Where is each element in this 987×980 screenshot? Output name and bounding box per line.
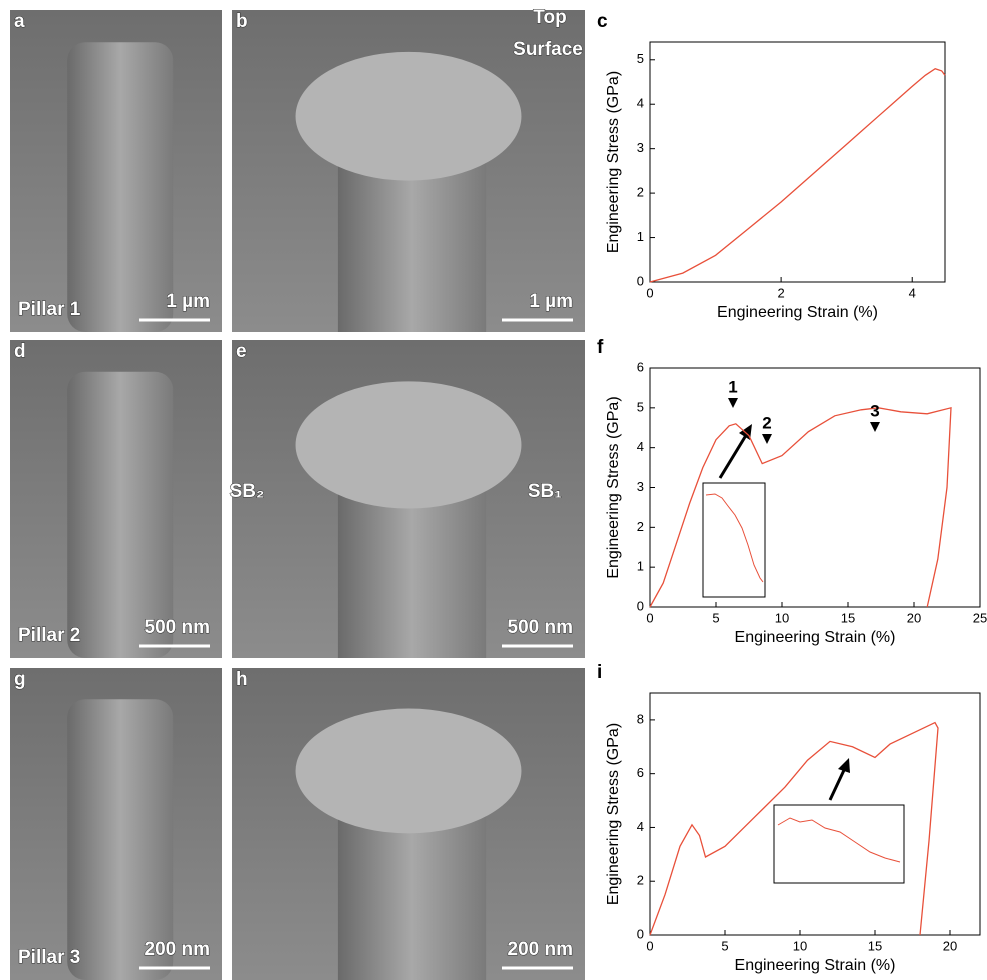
y-tick-label: 5 — [637, 399, 644, 414]
x-tick-label: 2 — [777, 285, 784, 300]
annotation-arrow — [870, 422, 880, 432]
panel-letter: i — [597, 662, 602, 683]
stress-strain-curve — [650, 69, 945, 282]
pillar-top — [296, 709, 522, 834]
x-tick-label: 5 — [712, 610, 719, 625]
inset-box — [774, 805, 904, 883]
y-tick-label: 0 — [637, 598, 644, 613]
x-tick-label: 10 — [793, 938, 807, 953]
y-tick-label: 1 — [637, 559, 644, 574]
scale-label: 500 nm — [508, 617, 573, 638]
arrowhead — [838, 758, 850, 773]
x-tick-label: 0 — [646, 610, 653, 625]
inset-trace — [706, 494, 763, 582]
x-axis-label: Engineering Strain (%) — [735, 957, 896, 974]
pillar-top — [296, 52, 522, 181]
scale-label: 500 nm — [145, 617, 210, 638]
stress-strain-curve — [650, 723, 938, 935]
x-tick-label: 20 — [907, 610, 921, 625]
panel-letter: h — [236, 669, 248, 690]
y-tick-label: 0 — [637, 273, 644, 288]
panel-letter: g — [14, 669, 26, 690]
scale-label: 1 µm — [166, 291, 210, 312]
annotation: 2 — [762, 413, 771, 432]
pillar — [67, 699, 173, 980]
pillar — [67, 42, 173, 332]
pillar-label: Pillar 3 — [18, 947, 80, 968]
y-axis-label: Engineering Stress (GPa) — [605, 71, 622, 253]
y-tick-label: 0 — [637, 926, 644, 941]
arrow — [720, 432, 748, 478]
stress-strain-curve — [650, 408, 951, 607]
scale-label: 1 µm — [529, 291, 573, 312]
y-tick-label: 3 — [637, 479, 644, 494]
plot-frame — [650, 42, 945, 282]
panel-letter: d — [14, 341, 26, 362]
y-tick-label: 1 — [637, 229, 644, 244]
y-tick-label: 3 — [637, 140, 644, 155]
scale-label: 200 nm — [145, 939, 210, 960]
annotation-arrow — [762, 434, 772, 444]
y-axis-label: Engineering Stress (GPa) — [605, 723, 622, 905]
panel-letter: f — [597, 337, 604, 358]
y-tick-label: 8 — [637, 711, 644, 726]
pillar-label: Pillar 2 — [18, 625, 80, 646]
y-tick-label: 6 — [637, 359, 644, 374]
pillar-label: Pillar 1 — [18, 299, 81, 320]
y-tick-label: 2 — [637, 519, 644, 534]
annotation: 3 — [870, 401, 879, 420]
panel-letter: e — [236, 341, 247, 362]
scale-label: 200 nm — [508, 939, 573, 960]
annotation-arrow — [728, 398, 738, 408]
x-tick-label: 15 — [868, 938, 882, 953]
pillar — [67, 372, 173, 658]
page: aPillar 11 µmb1 µmTopSurfacedPillar 2500… — [0, 0, 987, 980]
y-axis-label: Engineering Stress (GPa) — [605, 396, 622, 578]
y-tick-label: 5 — [637, 51, 644, 66]
pillar-top — [296, 381, 522, 508]
inset-trace — [778, 818, 900, 862]
plot-frame — [650, 368, 980, 607]
x-tick-label: 20 — [943, 938, 957, 953]
y-tick-label: 6 — [637, 765, 644, 780]
panel-letter: a — [14, 11, 25, 32]
annotation: 1 — [728, 377, 737, 396]
x-tick-label: 10 — [775, 610, 789, 625]
image-annotation: SB₂ — [230, 481, 265, 502]
y-tick-label: 2 — [637, 185, 644, 200]
x-tick-label: 15 — [841, 610, 855, 625]
x-tick-label: 25 — [973, 610, 987, 625]
x-tick-label: 0 — [646, 938, 653, 953]
y-tick-label: 2 — [637, 873, 644, 888]
inset-box — [703, 483, 765, 597]
image-annotation: SB₁ — [528, 481, 562, 502]
image-annotation: Surface — [513, 39, 583, 60]
y-tick-label: 4 — [637, 439, 644, 454]
y-tick-label: 4 — [637, 819, 644, 834]
y-tick-label: 4 — [637, 96, 644, 111]
figure: aPillar 11 µmb1 µmTopSurfacedPillar 2500… — [0, 0, 987, 980]
arrow — [830, 768, 845, 800]
x-tick-label: 4 — [909, 285, 916, 300]
x-axis-label: Engineering Strain (%) — [735, 629, 896, 646]
x-tick-label: 5 — [721, 938, 728, 953]
x-axis-label: Engineering Strain (%) — [717, 304, 878, 321]
x-tick-label: 0 — [646, 285, 653, 300]
panel-letter: b — [236, 11, 248, 32]
image-annotation: Top — [533, 7, 566, 28]
panel-letter: c — [597, 11, 608, 32]
